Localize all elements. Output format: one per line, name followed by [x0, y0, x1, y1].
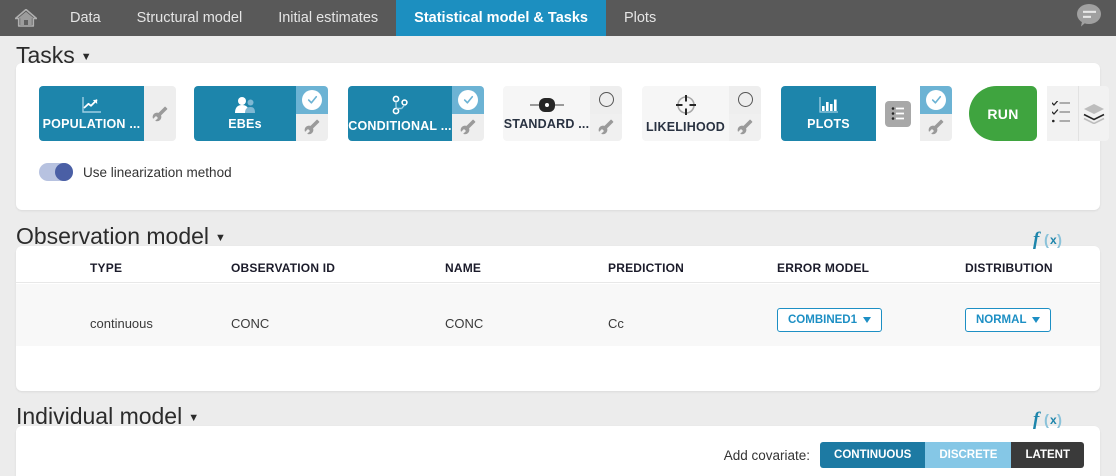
- svg-text:f: f: [1033, 409, 1041, 430]
- svg-text:x: x: [1050, 413, 1057, 427]
- svg-text:): ): [1057, 412, 1062, 429]
- svg-text:x: x: [1050, 233, 1057, 247]
- svg-text:(: (: [1044, 412, 1049, 429]
